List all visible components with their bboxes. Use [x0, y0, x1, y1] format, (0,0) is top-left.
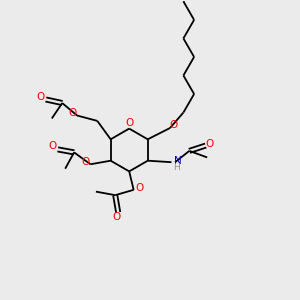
Text: O: O	[112, 212, 121, 223]
Text: O: O	[49, 141, 57, 152]
Text: O: O	[68, 108, 76, 118]
Text: N: N	[174, 156, 181, 166]
Text: O: O	[135, 183, 143, 193]
Text: O: O	[206, 139, 214, 149]
Text: H: H	[174, 163, 180, 172]
Text: O: O	[81, 157, 89, 167]
Text: O: O	[125, 118, 133, 128]
Text: O: O	[169, 120, 178, 130]
Text: O: O	[37, 92, 45, 101]
